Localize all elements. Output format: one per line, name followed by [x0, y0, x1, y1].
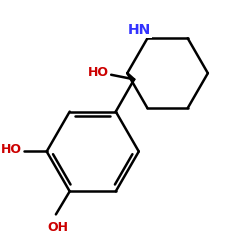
- Text: HO: HO: [88, 66, 109, 80]
- Text: HN: HN: [128, 23, 151, 37]
- Text: OH: OH: [48, 220, 69, 234]
- Text: HO: HO: [0, 143, 21, 156]
